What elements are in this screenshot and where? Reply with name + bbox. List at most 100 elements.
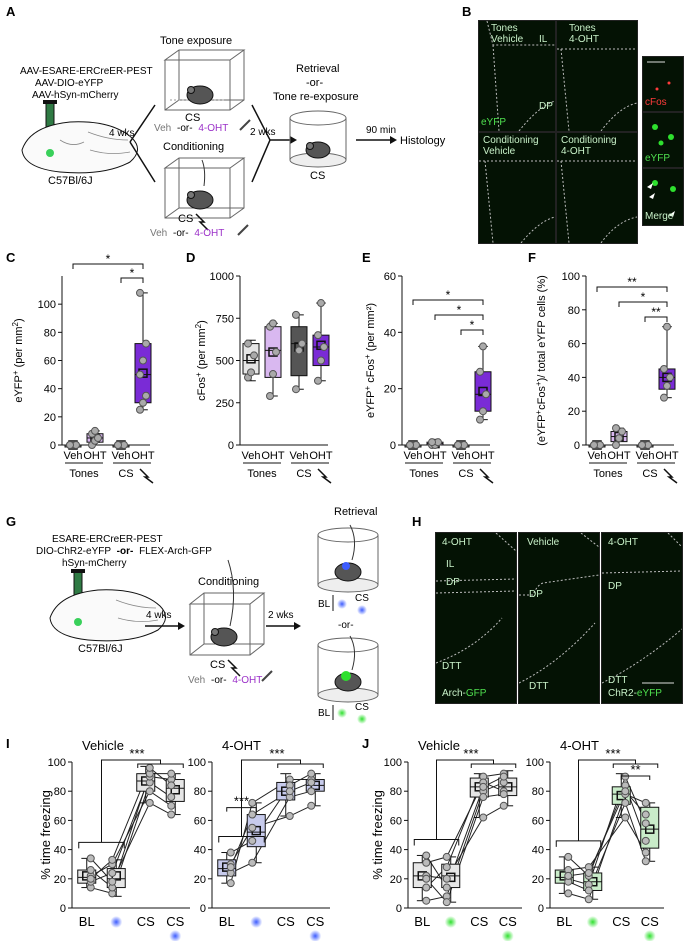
chart-c-ylabel: eYFP+ (per mm2) xyxy=(11,318,25,402)
chart-i-point xyxy=(86,866,95,875)
chart-j-bl-bracket xyxy=(413,838,460,846)
chart-e-point xyxy=(482,390,490,399)
h-il: IL xyxy=(446,559,455,570)
chart-e-point xyxy=(454,441,462,449)
chart-c-ylabel-part: eYFP xyxy=(13,375,25,403)
chart-d-point xyxy=(269,370,277,379)
micrograph-vehicle: Vehicle DP DTT xyxy=(518,532,600,704)
chart-c-ylabel-part: 2 xyxy=(11,321,20,326)
chart-j-xtick-label: CS xyxy=(641,914,659,929)
chart-f-sig-label: ** xyxy=(627,275,637,289)
chart-i-subject-line xyxy=(90,781,172,895)
chart-j-subject-line xyxy=(567,783,647,877)
svg-text:Veh -or- 4-OHT: Veh -or- 4-OHT xyxy=(188,675,262,686)
wait-90min: 90 min xyxy=(366,125,396,136)
chart-e-ylabel-part: + xyxy=(363,354,372,359)
chart-d-point xyxy=(250,351,258,360)
chart-j-ylabel: % time freezing xyxy=(370,790,385,880)
veh-label-a1: Veh xyxy=(154,123,171,134)
chart-j-subject-line xyxy=(568,816,647,871)
chart-f-ytick-label: 80 xyxy=(568,305,580,317)
chart-i-point xyxy=(248,823,257,832)
h-mid-dtt: DTT xyxy=(529,681,549,692)
chart-e-point xyxy=(428,438,436,447)
chart-f-point xyxy=(660,393,668,402)
chart-i-xtick-label: CS xyxy=(306,914,324,929)
h-mid-top: Vehicle xyxy=(527,537,560,548)
or-label-a1: -or- xyxy=(177,123,193,134)
g-line-2: DIO-ChR2-eYFP xyxy=(36,546,111,557)
chart-c-point xyxy=(142,391,150,400)
panel-g-schematic: ESARE-ERCreER-PEST DIO-ChR2-eYFP -or- FL… xyxy=(36,506,379,724)
chart-f-xtick-label: Veh xyxy=(588,450,607,462)
chart-j-ytick-label: 60 xyxy=(532,815,544,827)
chart-d-ylabel: cFos+ (per mm2) xyxy=(194,320,208,401)
cs-label-retrieval: CS xyxy=(310,170,325,182)
chart-f-point xyxy=(615,434,623,443)
mouse-label-a: C57Bl/6J xyxy=(48,175,93,187)
chart-i-subplot-1: 0 20 40 60 80 100 4-OHT BL CS CS *** *** xyxy=(188,738,330,941)
chart-e-group-label: CS xyxy=(458,468,473,480)
micrograph-conditioning-vehicle: Conditioning Vehicle xyxy=(478,132,556,244)
chart-j-ytick-label: 40 xyxy=(532,845,544,857)
chart-i-point xyxy=(108,855,117,864)
chart-j-sig-label: *** xyxy=(463,746,478,761)
chart-j-mean-marker xyxy=(503,782,513,792)
chart-e-ytick-label: 20 xyxy=(384,384,396,396)
chart-c-xtick-label: OHT xyxy=(83,450,107,462)
chart-j-mean-marker xyxy=(645,824,655,834)
retrieval-line-3: Tone re-exposure xyxy=(273,91,359,103)
chart-d-shock-icon xyxy=(317,468,332,484)
chart-d-point xyxy=(266,391,274,400)
chart-j-ytick-label: 100 xyxy=(526,757,544,769)
chart-i-subject-line xyxy=(90,767,172,880)
chart-j-xtick-label: CS xyxy=(612,914,630,929)
retrieval-cylinder-green-icon xyxy=(317,635,379,703)
chart-f-point xyxy=(666,373,674,382)
chart-j-point xyxy=(564,852,573,861)
chart-c-shock-icon xyxy=(139,468,154,484)
chart-j: % time freezing 0 20 40 60 80 100 Vehicle BL CS CS… xyxy=(370,738,664,941)
micrograph-eyfp-inset: eYFP xyxy=(642,112,684,168)
chart-e-group-label: Tones xyxy=(409,468,439,480)
mouse-label-g: C57Bl/6J xyxy=(78,643,123,655)
chart-i-ytick-label: 100 xyxy=(188,757,206,769)
chart-i-xtick-label: CS xyxy=(166,914,184,929)
svg-text:DIO-ChR2-eYFP -or-: DIO-ChR2-eYFP -or- FLEX-Arch-GFP xyxy=(36,546,212,557)
chart-i-ytick-label: 60 xyxy=(54,815,66,827)
chart-i-subject-line xyxy=(230,781,312,868)
chart-d-point xyxy=(314,376,322,385)
b-il: IL xyxy=(539,34,548,45)
panel-letter-h: H xyxy=(412,514,421,529)
bl-label-g2: BL xyxy=(318,708,331,719)
green-light-icon xyxy=(586,916,599,928)
chart-i-point xyxy=(145,763,154,772)
chart-j-subtitle: Vehicle xyxy=(418,738,460,753)
chart-j-ytick-label: 0 xyxy=(538,903,544,915)
chart-c-ylabel-part: + xyxy=(11,370,20,375)
chart-j-sig-bracket xyxy=(436,759,494,840)
wait-4wks-a: 4 wks xyxy=(109,128,135,139)
chart-j-ytick-label: 0 xyxy=(396,903,402,915)
chart-d-point xyxy=(295,346,303,355)
virus-line-3: AAV-hSyn-mCherry xyxy=(32,90,119,101)
chart-c-ytick-label: 20 xyxy=(44,412,56,424)
retrieval-line-2: -or- xyxy=(306,77,323,89)
chart-e-sig-bracket xyxy=(460,329,484,335)
b-br-sub: 4-OHT xyxy=(561,146,591,157)
chart-f-ylabel-part: cFos xyxy=(536,386,548,410)
chart-j-sig-bracket xyxy=(578,759,636,841)
chart-e-xtick-label: Veh xyxy=(452,450,471,462)
micrograph-tones-4oht: Tones 4-OHT xyxy=(556,20,638,132)
chart-j-point xyxy=(621,813,630,822)
h-dtt: DTT xyxy=(442,661,462,672)
conditioning-cage-icon-g xyxy=(188,559,266,656)
chart-i-point xyxy=(307,801,316,810)
chart-i-point xyxy=(226,879,235,888)
blue-light-icon xyxy=(250,916,263,928)
chart-d-ylabel-part: (per mm xyxy=(196,328,208,372)
chart-c-xtick-label: Veh xyxy=(112,450,131,462)
green-light-icon-g1 xyxy=(337,708,347,718)
chart-c-point xyxy=(136,288,144,297)
